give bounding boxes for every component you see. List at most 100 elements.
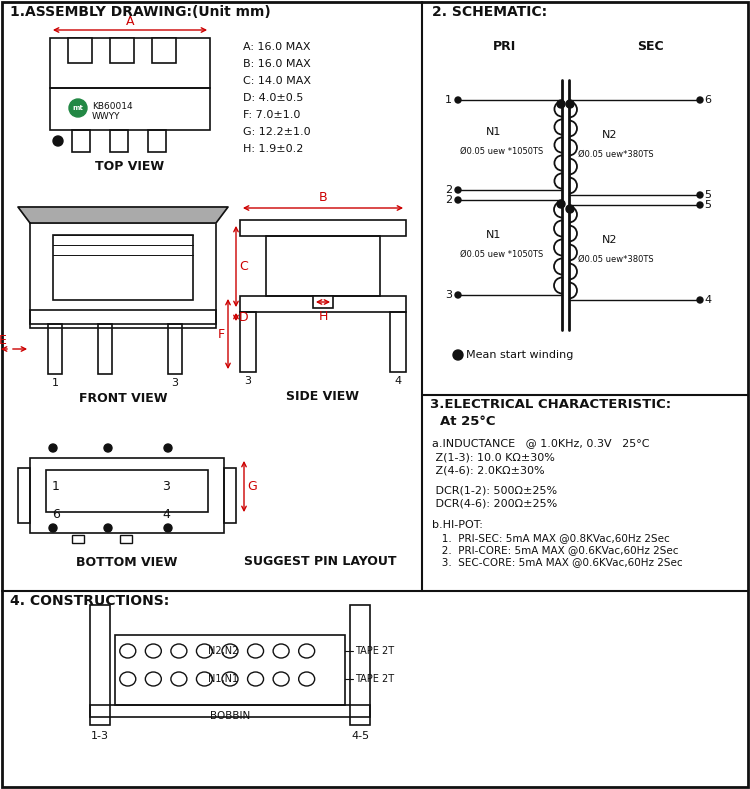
Text: C: 14.0 MAX: C: 14.0 MAX bbox=[243, 76, 311, 86]
Text: 4: 4 bbox=[162, 508, 170, 521]
Text: 1-3: 1-3 bbox=[91, 731, 109, 741]
Text: WWYY: WWYY bbox=[92, 112, 121, 121]
Bar bbox=[72, 130, 90, 152]
Circle shape bbox=[566, 205, 574, 213]
Circle shape bbox=[697, 192, 703, 198]
Text: 2: 2 bbox=[445, 185, 452, 195]
Text: 3: 3 bbox=[162, 480, 170, 493]
Text: Ø0.05 uew*380TS: Ø0.05 uew*380TS bbox=[578, 149, 653, 159]
Circle shape bbox=[697, 202, 703, 208]
Text: 1: 1 bbox=[52, 480, 60, 493]
Circle shape bbox=[453, 350, 463, 360]
Circle shape bbox=[53, 136, 63, 146]
Text: 1: 1 bbox=[52, 378, 58, 388]
Text: DCR(1-2): 500Ω±25%: DCR(1-2): 500Ω±25% bbox=[432, 485, 557, 495]
Text: D: 4.0±0.5: D: 4.0±0.5 bbox=[243, 93, 303, 103]
Bar bbox=[390, 312, 406, 372]
Bar bbox=[240, 312, 256, 372]
Text: G: 12.2±1.0: G: 12.2±1.0 bbox=[243, 127, 310, 137]
Circle shape bbox=[49, 524, 57, 532]
Bar bbox=[168, 324, 182, 374]
Circle shape bbox=[697, 297, 703, 303]
Text: a.INDUCTANCE   @ 1.0KHz, 0.3V   25°C: a.INDUCTANCE @ 1.0KHz, 0.3V 25°C bbox=[432, 438, 650, 448]
Circle shape bbox=[455, 187, 461, 193]
Text: 3: 3 bbox=[445, 290, 452, 300]
Bar bbox=[115, 635, 345, 705]
Text: 4. CONSTRUCTIONS:: 4. CONSTRUCTIONS: bbox=[10, 594, 170, 608]
Text: 1.  PRI-SEC: 5mA MAX @0.8KVac,60Hz 2Sec: 1. PRI-SEC: 5mA MAX @0.8KVac,60Hz 2Sec bbox=[432, 533, 670, 543]
Text: KB60014: KB60014 bbox=[92, 102, 133, 111]
Circle shape bbox=[164, 444, 172, 452]
Bar bbox=[72, 535, 84, 543]
Text: 3: 3 bbox=[172, 378, 178, 388]
Bar bbox=[98, 324, 112, 374]
Text: N2: N2 bbox=[602, 234, 618, 245]
Text: BOTTOM VIEW: BOTTOM VIEW bbox=[76, 556, 178, 569]
Text: 3.  SEC-CORE: 5mA MAX @0.6KVac,60Hz 2Sec: 3. SEC-CORE: 5mA MAX @0.6KVac,60Hz 2Sec bbox=[432, 557, 682, 567]
Bar bbox=[313, 296, 333, 308]
Bar bbox=[90, 605, 110, 725]
Circle shape bbox=[566, 100, 574, 108]
Text: FRONT VIEW: FRONT VIEW bbox=[79, 392, 167, 405]
Text: 4: 4 bbox=[394, 376, 401, 386]
Text: mt: mt bbox=[73, 105, 83, 111]
Text: H: H bbox=[318, 310, 328, 323]
Bar bbox=[90, 705, 370, 717]
Text: A: 16.0 MAX: A: 16.0 MAX bbox=[243, 42, 310, 52]
Text: H: 1.9±0.2: H: 1.9±0.2 bbox=[243, 144, 303, 154]
Text: BOBBIN: BOBBIN bbox=[210, 711, 250, 721]
Circle shape bbox=[69, 99, 87, 117]
Circle shape bbox=[455, 197, 461, 203]
Text: D: D bbox=[239, 311, 248, 323]
Text: Z(1-3): 10.0 KΩ±30%: Z(1-3): 10.0 KΩ±30% bbox=[432, 452, 555, 462]
Bar bbox=[120, 535, 132, 543]
Bar bbox=[50, 88, 210, 130]
Bar bbox=[110, 130, 128, 152]
Bar bbox=[30, 223, 216, 328]
Circle shape bbox=[557, 100, 565, 108]
Text: N1: N1 bbox=[486, 230, 502, 240]
Text: 6: 6 bbox=[704, 95, 711, 105]
Circle shape bbox=[104, 524, 112, 532]
Text: Z(4-6): 2.0KΩ±30%: Z(4-6): 2.0KΩ±30% bbox=[432, 465, 544, 475]
Text: C: C bbox=[239, 260, 248, 273]
Text: TAPE 2T: TAPE 2T bbox=[355, 646, 395, 656]
Text: F: F bbox=[217, 327, 225, 341]
Text: 6: 6 bbox=[52, 508, 60, 521]
Bar bbox=[30, 458, 224, 533]
Bar bbox=[46, 470, 208, 512]
Text: 2: 2 bbox=[445, 195, 452, 205]
Text: N1: N1 bbox=[486, 127, 502, 137]
Circle shape bbox=[697, 97, 703, 103]
Circle shape bbox=[49, 444, 57, 452]
Bar bbox=[50, 38, 210, 88]
Text: DCR(4-6): 200Ω±25%: DCR(4-6): 200Ω±25% bbox=[432, 498, 557, 508]
Text: 5: 5 bbox=[704, 200, 711, 210]
Text: TAPE 2T: TAPE 2T bbox=[355, 674, 395, 684]
Text: 2.  PRI-CORE: 5mA MAX @0.6KVac,60Hz 2Sec: 2. PRI-CORE: 5mA MAX @0.6KVac,60Hz 2Sec bbox=[432, 545, 679, 555]
Circle shape bbox=[557, 200, 565, 208]
Bar bbox=[68, 38, 92, 63]
Text: B: 16.0 MAX: B: 16.0 MAX bbox=[243, 59, 310, 69]
Polygon shape bbox=[18, 207, 228, 223]
Text: 1: 1 bbox=[445, 95, 452, 105]
Bar bbox=[152, 38, 176, 63]
Text: F: 7.0±1.0: F: 7.0±1.0 bbox=[243, 110, 300, 120]
Text: G: G bbox=[247, 480, 256, 493]
Text: A: A bbox=[126, 15, 134, 28]
Text: Ø0.05 uew *1050TS: Ø0.05 uew *1050TS bbox=[460, 147, 543, 156]
Text: SUGGEST PIN LAYOUT: SUGGEST PIN LAYOUT bbox=[244, 555, 396, 568]
Text: Ø0.05 uew*380TS: Ø0.05 uew*380TS bbox=[578, 255, 653, 264]
Text: SEC: SEC bbox=[637, 40, 663, 53]
Text: Mean start winding: Mean start winding bbox=[466, 350, 573, 360]
Text: 4: 4 bbox=[704, 295, 711, 305]
Text: b.HI-POT:: b.HI-POT: bbox=[432, 520, 483, 530]
Bar bbox=[110, 38, 134, 63]
Bar bbox=[266, 236, 380, 296]
Bar bbox=[48, 324, 62, 374]
Text: N1,N1: N1,N1 bbox=[208, 674, 238, 684]
Bar bbox=[53, 235, 193, 300]
Text: 3: 3 bbox=[244, 376, 251, 386]
Bar bbox=[350, 605, 370, 725]
Circle shape bbox=[104, 444, 112, 452]
